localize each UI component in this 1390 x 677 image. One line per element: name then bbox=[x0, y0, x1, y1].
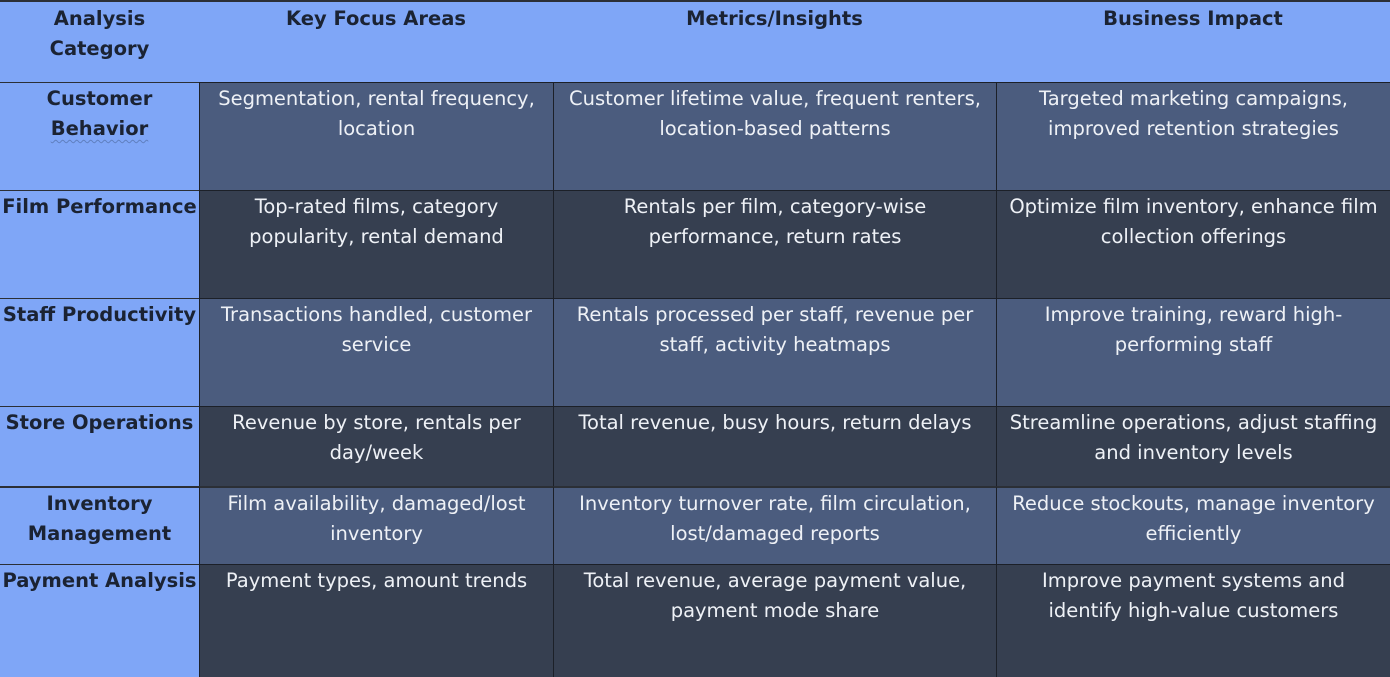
table-cell-metrics: Total revenue, average payment value, pa… bbox=[553, 564, 996, 677]
header-analysis-category: Analysis Category bbox=[0, 2, 199, 82]
table-cell-impact: Streamline operations, adjust staffing a… bbox=[996, 406, 1390, 486]
category-text: Customer bbox=[46, 87, 153, 110]
row-category-store-operations: Store Operations bbox=[0, 406, 199, 486]
row-category-staff-productivity: Staff Productivity bbox=[0, 298, 199, 406]
table-cell-focus: Transactions handled, customer service bbox=[199, 298, 553, 406]
table-cell-focus: Segmentation, rental frequency, location bbox=[199, 82, 553, 190]
table-cell-focus: Revenue by store, rentals per day/week bbox=[199, 406, 553, 486]
table-cell-impact: Optimize film inventory, enhance film co… bbox=[996, 190, 1390, 298]
header-key-focus-areas: Key Focus Areas bbox=[199, 2, 553, 82]
table-cell-impact: Improve training, reward high-performing… bbox=[996, 298, 1390, 406]
row-category-film-performance: Film Performance bbox=[0, 190, 199, 298]
table-cell-metrics: Rentals per film, category-wise performa… bbox=[553, 190, 996, 298]
table-cell-impact: Reduce stockouts, manage inventory effic… bbox=[996, 486, 1390, 564]
header-metrics-insights: Metrics/Insights bbox=[553, 2, 996, 82]
table-cell-focus: Payment types, amount trends bbox=[199, 564, 553, 677]
table-cell-impact: Improve payment systems and identify hig… bbox=[996, 564, 1390, 677]
row-category-inventory-management: Inventory Management bbox=[0, 486, 199, 564]
row-category-customer-behavior: Customer Behavior bbox=[0, 82, 199, 190]
table-cell-focus: Film availability, damaged/lost inventor… bbox=[199, 486, 553, 564]
row-category-payment-analysis: Payment Analysis bbox=[0, 564, 199, 677]
table-cell-metrics: Customer lifetime value, frequent renter… bbox=[553, 82, 996, 190]
table-cell-metrics: Total revenue, busy hours, return delays bbox=[553, 406, 996, 486]
header-business-impact: Business Impact bbox=[996, 2, 1390, 82]
table-cell-impact: Targeted marketing campaigns, improved r… bbox=[996, 82, 1390, 190]
table-cell-metrics: Rentals processed per staff, revenue per… bbox=[553, 298, 996, 406]
table-cell-metrics: Inventory turnover rate, film circulatio… bbox=[553, 486, 996, 564]
spellcheck-underlined-word: Behavior bbox=[50, 117, 149, 140]
table-cell-focus: Top-rated films, category popularity, re… bbox=[199, 190, 553, 298]
